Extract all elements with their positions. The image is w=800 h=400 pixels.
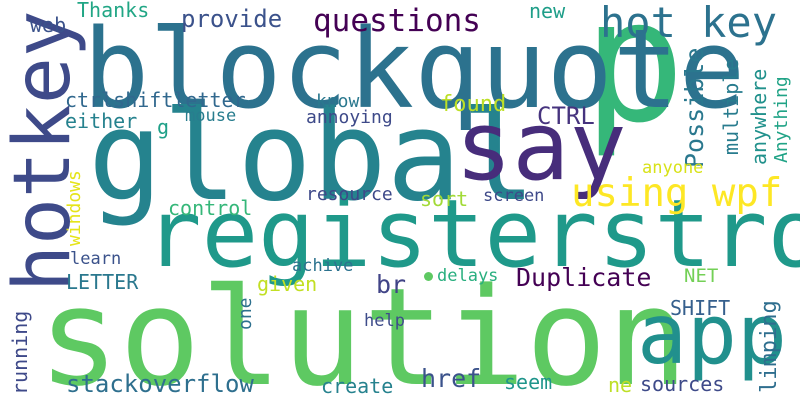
word-help: help: [364, 313, 405, 330]
word-sort: sort: [420, 189, 468, 209]
word-mouse: mouse: [185, 108, 236, 125]
word-duplicate: Duplicate: [516, 265, 651, 290]
word-sources: sources: [640, 374, 724, 394]
word-thanks: Thanks: [77, 0, 149, 20]
word-letter: LETTER: [66, 272, 138, 292]
word-running: running: [10, 311, 30, 395]
word-possible: Possible: [682, 48, 707, 168]
word-given: given: [257, 274, 317, 294]
word-windows: windows: [66, 170, 84, 246]
word-href: href: [421, 366, 481, 391]
word-stackoverflow: stackoverflow: [66, 372, 254, 396]
word-g: g: [157, 117, 169, 137]
word-create: create: [321, 376, 393, 396]
word-new: new: [529, 1, 565, 21]
word-net: NET: [684, 267, 718, 286]
word-either: either: [65, 111, 137, 131]
word-ctrl: CTRL: [537, 104, 595, 128]
word-questions: questions: [313, 6, 481, 37]
dot-mark: [424, 272, 433, 281]
word-br: br: [376, 272, 406, 297]
word-found: found: [440, 94, 506, 116]
word-hot-key: hot key: [600, 2, 777, 44]
word-resource: resource: [306, 186, 393, 204]
word-delays: delays: [437, 268, 498, 285]
word-web: web: [30, 15, 66, 35]
word-control: control: [168, 198, 252, 218]
word-annoying: annoying: [306, 109, 393, 127]
word-anything: Anything: [773, 76, 791, 163]
word-shift: SHIFT: [670, 298, 730, 318]
word-anywhere: anywhere: [749, 69, 769, 165]
word-seem: seem: [504, 372, 552, 392]
word-anyone: anyone: [642, 160, 703, 177]
word-ne: ne: [608, 375, 632, 395]
word-screen: screen: [483, 188, 544, 205]
word-using-wpf: using wpf: [571, 174, 782, 213]
word-provide: provide: [181, 7, 282, 31]
word-learn: learn: [70, 251, 121, 268]
word-multiple: multiple: [721, 59, 741, 155]
word-limping: limping: [759, 300, 781, 393]
word-one: one: [237, 297, 255, 330]
